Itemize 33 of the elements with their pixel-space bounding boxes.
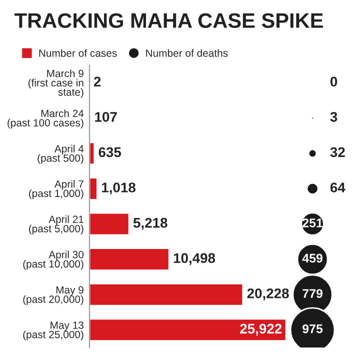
data-label: 975: [302, 324, 323, 334]
y-tick-label: March 9 (first case in state): [28, 70, 84, 98]
data-label: 459: [302, 254, 322, 263]
legend-label: Number of cases: [39, 49, 117, 57]
y-tick-label: March 24 (past 100 cases): [8, 109, 84, 129]
y-tick-label: May 9 (past 20,000): [23, 286, 84, 305]
data-label: 5,218: [133, 218, 168, 230]
bar: [90, 177, 98, 200]
data-label: 251: [302, 218, 323, 228]
data-label: 64: [330, 182, 346, 192]
data-label: 25,922: [240, 324, 282, 336]
data-label: 0: [330, 76, 338, 87]
bar: [90, 142, 96, 166]
data-label: 20,228: [247, 288, 289, 300]
bar: [90, 248, 170, 271]
legend-label: Number of deaths: [146, 49, 228, 57]
bar: [90, 282, 244, 306]
data-label: 10,498: [174, 253, 216, 266]
y-tick-label: May 13 (past 25,000): [23, 322, 84, 340]
y-tick-label: April 4 (past 500): [38, 144, 84, 164]
data-label: 635: [98, 147, 122, 158]
data-label: 32: [330, 147, 345, 158]
y-tick-label: April 7 (past 1,000): [29, 180, 84, 200]
data-label: 1,018: [102, 182, 136, 194]
data-label: 2: [94, 76, 101, 86]
chart-title: TRACKING MAHA CASE SPIKE: [14, 13, 323, 28]
y-tick-label: April 30 (past 10,000): [23, 250, 84, 270]
y-tick-label: April 21 (past 5,000): [29, 215, 84, 234]
bar: [90, 318, 287, 342]
data-label: 779: [302, 289, 322, 298]
data-label: 3: [330, 112, 338, 122]
bar: [90, 212, 130, 236]
data-label: 107: [95, 112, 117, 122]
